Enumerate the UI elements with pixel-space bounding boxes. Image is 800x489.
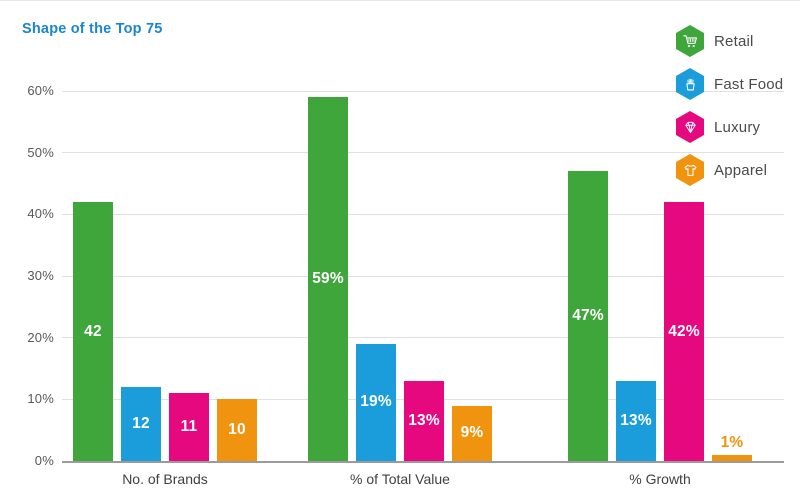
category-label-of-total-value: % of Total Value [350,471,450,487]
bar-value-label: 9% [460,424,484,442]
bar-value-label: 13% [620,411,652,429]
gridline-20% [62,337,784,339]
ytick-label-10%: 10% [27,391,54,407]
legend-label-fast-food: Fast Food [714,75,784,93]
bar-luxury-no-of-brands: 11 [169,393,209,461]
legend-label-luxury: Luxury [714,118,761,136]
legend-item-retail: Retail [676,25,783,57]
legend-item-luxury: Luxury [676,111,783,143]
bar-luxury-of-total-value: 13% [404,380,444,461]
fries-icon [676,68,704,100]
gridline-30% [62,275,784,277]
legend-item-apparel: Apparel [676,154,783,186]
bar-fast-food-no-of-brands: 12 [121,387,161,461]
bar-value-label: 42 [84,322,102,340]
legend-item-fast-food: Fast Food [676,68,783,100]
bar-value-label: 19% [360,393,392,411]
x-axis-line [62,461,784,463]
gridline-60% [62,90,784,92]
diamond-icon [676,111,704,143]
ytick-label-20%: 20% [27,329,54,345]
legend-label-retail: Retail [714,32,754,50]
category-label-no-of-brands: No. of Brands [122,471,208,487]
bar-value-label: 12 [132,415,150,432]
ytick-label-30%: 30% [27,268,54,283]
bar-value-label: 13% [408,411,440,429]
bar-value-label: 1% [720,433,744,451]
bar-value-label: 10 [228,421,246,439]
bar-fast-food-of-total-value: 19% [356,343,396,461]
bar-value-label: 47% [572,307,604,325]
chart-title: Shape of the Top 75 [22,21,163,37]
bar-value-label: 42% [668,322,700,340]
gridline-40% [62,213,784,215]
ytick-label-40%: 40% [27,206,54,222]
ytick-label-60%: 60% [27,83,54,98]
legend-label-apparel: Apparel [714,161,768,179]
bar-apparel-no-of-brands: 10 [217,399,257,461]
ytick-label-50%: 50% [27,144,54,160]
bar-retail-no-of-brands: 42 [73,202,113,461]
bar-retail-of-total-value: 59% [308,97,348,461]
bar-retail-growth: 47% [568,171,608,461]
bar-apparel-of-total-value: 9% [452,405,492,461]
tshirt-icon [676,154,704,186]
legend: Retail Fast Food Luxury Apparel [676,25,783,197]
bar-value-label: 11 [180,418,198,436]
gridline-50% [62,152,784,154]
category-label-growth: % Growth [629,471,691,487]
shopping-cart-icon [676,25,704,57]
bar-fast-food-growth: 13% [616,380,656,461]
bar-value-label: 59% [312,270,344,288]
ytick-label-0%: 0% [34,453,54,468]
bar-apparel-growth [712,454,752,461]
bar-luxury-growth: 42% [664,202,704,461]
